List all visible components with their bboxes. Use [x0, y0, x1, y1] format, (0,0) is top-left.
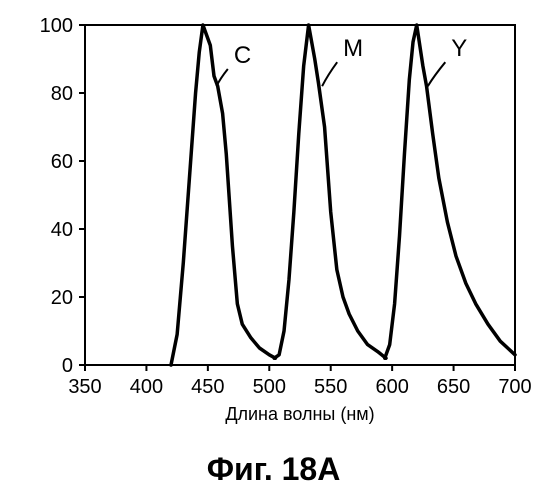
x-tick-label: 500	[253, 376, 286, 398]
y-tick-label: 80	[51, 83, 73, 105]
figure-label: Фиг. 18A	[207, 451, 341, 487]
x-tick-label: 650	[437, 376, 470, 398]
x-tick-label: 350	[68, 376, 101, 398]
curve-label-M: M	[343, 35, 363, 62]
curve-label-leader-Y	[428, 62, 446, 86]
x-axis-label: Длина волны (нм)	[225, 404, 374, 424]
figure-container: 350 400 450 500 550 600 650 700 0 20 40 60 80 100 C M Y Д…	[0, 0, 547, 500]
y-tick-label: 40	[51, 219, 73, 241]
x-tick-label: 400	[130, 376, 163, 398]
curve-label-leader-M	[322, 62, 337, 86]
y-tick-label: 60	[51, 151, 73, 173]
curve-label-Y: Y	[451, 35, 467, 62]
curve-M	[274, 25, 386, 358]
x-tick-label: 700	[498, 376, 531, 398]
spectrum-chart: 350 400 450 500 550 600 650 700 0 20 40 60 80 100 C M Y Д…	[0, 0, 547, 500]
x-tick-label: 450	[191, 376, 224, 398]
y-tick-label: 100	[40, 15, 73, 37]
y-tick-label: 20	[51, 287, 73, 309]
curve-Y	[385, 25, 515, 358]
y-tick-label: 0	[62, 355, 73, 377]
plot-frame	[85, 25, 515, 365]
x-tick-label: 550	[314, 376, 347, 398]
curve-label-C: C	[234, 42, 251, 69]
curve-label-leader-C	[216, 69, 227, 86]
x-tick-label: 600	[375, 376, 408, 398]
